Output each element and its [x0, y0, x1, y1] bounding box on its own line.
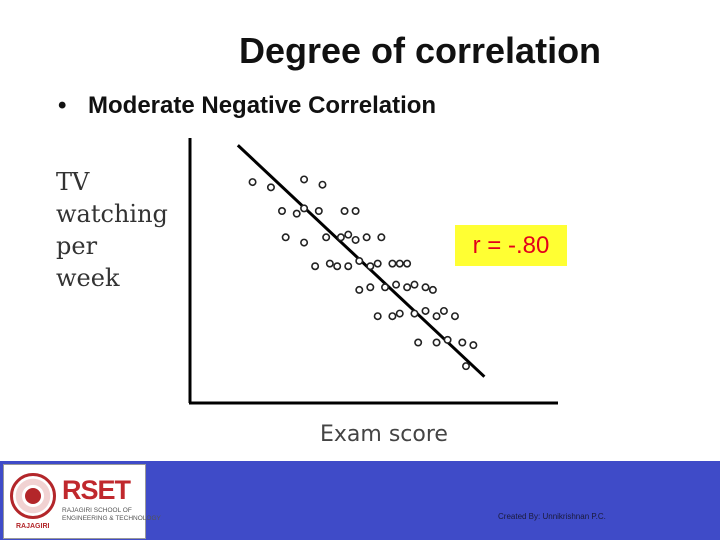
- y-axis-label-line-3: per: [56, 232, 98, 260]
- data-point: [355, 256, 364, 265]
- data-point: [322, 233, 331, 242]
- data-point: [311, 262, 320, 271]
- data-point: [432, 338, 441, 347]
- slide-title: Degree of correlation: [238, 30, 602, 71]
- data-point: [410, 309, 419, 318]
- data-point: [366, 262, 375, 271]
- data-point: [432, 312, 441, 321]
- seal-text: RAJAGIRI: [16, 523, 50, 530]
- y-axis-label: TV watching per week: [56, 166, 168, 294]
- data-point: [439, 306, 448, 315]
- data-point: [388, 312, 397, 321]
- data-point: [458, 338, 467, 347]
- data-point: [461, 362, 470, 371]
- y-axis-label-line-4: week: [56, 264, 120, 292]
- data-point: [344, 230, 353, 239]
- bullet-marker: •: [58, 92, 67, 119]
- data-point: [340, 207, 349, 216]
- data-point: [355, 285, 364, 294]
- data-point: [377, 233, 386, 242]
- data-point: [362, 233, 371, 242]
- data-point: [248, 178, 257, 187]
- bullet-item: • Moderate Negative Correlation: [58, 92, 436, 120]
- data-point: [325, 259, 334, 268]
- data-point: [336, 233, 345, 242]
- y-axis-label-line-2: watching: [56, 200, 168, 228]
- data-point: [300, 175, 309, 184]
- data-point: [414, 338, 423, 347]
- data-point: [381, 283, 390, 292]
- logo-text: RSET: [62, 475, 131, 505]
- data-point: [469, 341, 478, 350]
- data-point: [421, 306, 430, 315]
- data-point: [373, 259, 382, 268]
- data-point: [388, 259, 397, 268]
- data-point: [395, 259, 404, 268]
- logo-subtitle-line-1: RAJAGIRI SCHOOL OF: [62, 507, 132, 514]
- y-axis-label-line-1: TV: [56, 168, 90, 196]
- data-point: [410, 280, 419, 289]
- data-point: [403, 259, 412, 268]
- data-point: [314, 207, 323, 216]
- data-point: [277, 207, 286, 216]
- data-point: [443, 335, 452, 344]
- data-point: [373, 312, 382, 321]
- data-point: [300, 204, 309, 213]
- data-point: [392, 280, 401, 289]
- correlation-coefficient-label: r = -.80: [455, 225, 567, 266]
- data-point: [281, 233, 290, 242]
- data-points: [248, 175, 478, 371]
- seal-icon: [10, 473, 56, 519]
- data-point: [351, 235, 360, 244]
- data-point: [450, 312, 459, 321]
- data-point: [428, 285, 437, 294]
- data-point: [366, 283, 375, 292]
- institution-logo: RAJAGIRI RSET RAJAGIRI SCHOOL OF ENGINEE…: [3, 464, 161, 539]
- data-point: [351, 207, 360, 216]
- data-point: [421, 283, 430, 292]
- footer-band: RAJAGIRI RSET RAJAGIRI SCHOOL OF ENGINEE…: [0, 461, 720, 540]
- author-credit: Created By: Unnikrishnan P.C.: [498, 512, 606, 521]
- logo-subtitle-line-2: ENGINEERING & TECHNOLOGY: [62, 515, 161, 522]
- logo-subtitle: RAJAGIRI SCHOOL OF ENGINEERING & TECHNOL…: [62, 507, 161, 523]
- data-point: [333, 262, 342, 271]
- x-axis-label: Exam score: [320, 422, 448, 447]
- bullet-text: Moderate Negative Correlation: [88, 92, 437, 119]
- data-point: [266, 183, 275, 192]
- scatter-plot: [188, 138, 558, 405]
- data-point: [395, 309, 404, 318]
- data-point: [318, 180, 327, 189]
- data-point: [403, 283, 412, 292]
- data-point: [292, 209, 301, 218]
- data-point: [344, 262, 353, 271]
- data-point: [300, 238, 309, 247]
